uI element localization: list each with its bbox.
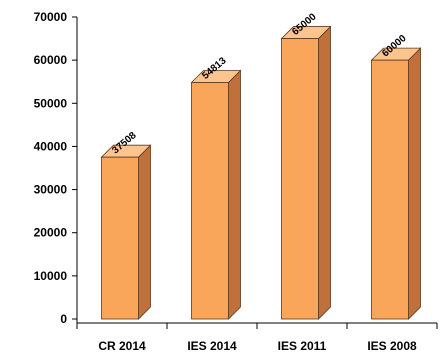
bar-side-face — [318, 25, 331, 320]
y-tick-label: 40000 — [34, 139, 68, 153]
x-tick-label: IES 2011 — [278, 339, 327, 353]
bar-front-face — [281, 38, 319, 320]
y-tick-label: 70000 — [34, 10, 68, 24]
y-tick-label: 60000 — [34, 53, 68, 67]
y-tick-label: 50000 — [34, 96, 68, 110]
bar — [370, 47, 422, 320]
y-tick-label: 30000 — [34, 183, 68, 197]
y-tick-label: 0 — [60, 312, 67, 326]
bars — [100, 25, 422, 320]
bar — [100, 144, 152, 320]
x-axis: CR 2014 IES 2014 IES 2011 IES 2008 — [76, 322, 438, 353]
bar-side-face — [138, 144, 151, 320]
x-tick-label: IES 2014 — [187, 339, 237, 353]
bar — [280, 25, 332, 320]
bar-side-face — [408, 47, 421, 320]
bar-front-face — [371, 59, 409, 320]
x-tick-label: IES 2008 — [367, 339, 417, 353]
y-axis: 0 10000 20000 30000 40000 50000 60000 70000 — [34, 10, 78, 327]
bar — [190, 69, 242, 320]
bar-front-face — [101, 156, 139, 320]
y-tick-label: 10000 — [34, 269, 68, 283]
bar-front-face — [191, 82, 229, 320]
x-tick-label: CR 2014 — [98, 339, 146, 353]
bar-side-face — [228, 69, 241, 320]
y-tick-label: 20000 — [34, 226, 68, 240]
